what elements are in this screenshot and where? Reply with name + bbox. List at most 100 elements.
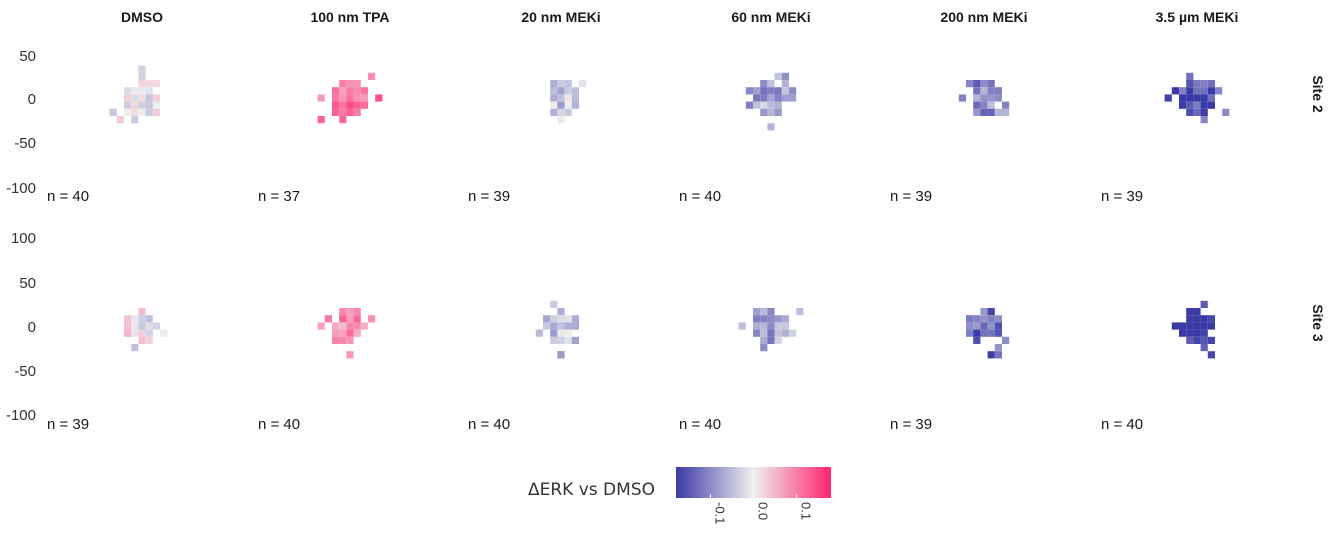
- heatmap-panel: [958, 80, 1010, 116]
- heatmap-cell: [550, 336, 558, 344]
- heatmap-cell: [332, 329, 340, 337]
- heatmap-cell: [353, 101, 361, 109]
- heatmap-cell: [760, 308, 768, 316]
- heatmap-cell: [774, 329, 782, 337]
- heatmap-cell: [138, 315, 146, 323]
- heatmap-cell: [152, 101, 160, 109]
- y-tick-label: 100: [11, 230, 36, 247]
- heatmap-cell: [124, 87, 132, 95]
- heatmap-cell: [557, 336, 565, 344]
- heatmap-cell: [1171, 322, 1179, 330]
- heatmap-cell: [1200, 315, 1208, 323]
- heatmap-cell: [360, 87, 368, 95]
- heatmap-cell: [332, 108, 340, 116]
- color-legend: ΔERK vs DMSO -0.1 0.0 0.1: [528, 467, 831, 524]
- heatmap-cell: [564, 329, 572, 337]
- n-count-label: n = 39: [468, 188, 510, 205]
- heatmap-cell: [557, 315, 565, 323]
- heatmap-cell: [550, 108, 558, 116]
- heatmap-cell: [339, 94, 347, 102]
- heatmap-cell: [1200, 108, 1208, 116]
- heatmap-cell: [789, 94, 797, 102]
- heatmap-cell: [317, 322, 325, 330]
- heatmap-cell: [1207, 80, 1215, 88]
- heatmap-cell: [987, 322, 995, 330]
- heatmap-cell: [987, 308, 995, 316]
- heatmap-cell: [353, 87, 361, 95]
- heatmap-cell: [767, 308, 775, 316]
- heatmap-cell: [767, 108, 775, 116]
- heatmap-cell: [116, 116, 124, 124]
- heatmap-cell: [980, 108, 988, 116]
- heatmap-cell: [781, 329, 789, 337]
- heatmap-cell: [760, 322, 768, 330]
- heatmap-cell: [1186, 72, 1194, 80]
- heatmap-cell: [131, 87, 139, 95]
- heatmap-cell: [789, 329, 797, 337]
- heatmap-cell: [1186, 308, 1194, 316]
- heatmap-cell: [339, 308, 347, 316]
- heatmap-cell: [557, 80, 565, 88]
- row-strips: Site 2 Site 3: [1310, 75, 1326, 342]
- heatmap-cell: [1179, 329, 1187, 337]
- heatmap-cell: [1179, 101, 1187, 109]
- heatmap-cell: [579, 80, 587, 88]
- heatmap-cell: [1207, 322, 1215, 330]
- heatmap-cell: [131, 344, 139, 352]
- heatmap-cell: [781, 322, 789, 330]
- y-tick-label: 0: [28, 319, 36, 336]
- heatmap-cell: [332, 336, 340, 344]
- heatmap-cell: [124, 108, 132, 116]
- heatmap-cell: [131, 315, 139, 323]
- n-count-label: n = 39: [47, 416, 89, 433]
- heatmap-cell: [760, 80, 768, 88]
- heatmap-cell: [550, 300, 558, 308]
- heatmap-cell: [346, 94, 354, 102]
- heatmap-cell: [767, 94, 775, 102]
- heatmap-cell: [767, 322, 775, 330]
- heatmap-cell: [1207, 101, 1215, 109]
- heatmap-cell: [332, 94, 340, 102]
- heatmap-cell: [987, 87, 995, 95]
- heatmap-cell: [124, 94, 132, 102]
- heatmap-cell: [145, 329, 153, 337]
- heatmap-cell: [339, 315, 347, 323]
- heatmap-cell: [360, 101, 368, 109]
- heatmap-cell: [324, 315, 332, 323]
- heatmap-cell: [564, 94, 572, 102]
- heatmap-cell: [152, 108, 160, 116]
- n-count-label: n = 40: [258, 416, 300, 433]
- heatmap-cell: [738, 322, 746, 330]
- heatmap-cell: [1193, 322, 1201, 330]
- heatmap-cell: [557, 108, 565, 116]
- n-count-label: n = 39: [890, 416, 932, 433]
- heatmap-cell: [557, 94, 565, 102]
- column-title-meki-200: 200 nm MEKi: [940, 9, 1027, 25]
- heatmap-panel: [1164, 72, 1230, 124]
- heatmap-cell: [781, 94, 789, 102]
- heatmap-cell: [987, 315, 995, 323]
- heatmap-cell: [1207, 351, 1215, 359]
- heatmap-cell: [557, 329, 565, 337]
- heatmap-cell: [767, 87, 775, 95]
- heatmap-cell: [550, 94, 558, 102]
- heatmap-cell: [346, 336, 354, 344]
- y-tick-label: 50: [19, 48, 36, 65]
- n-count-label: n = 40: [679, 416, 721, 433]
- heatmap-panel: [535, 300, 579, 359]
- heatmap-cell: [346, 322, 354, 330]
- heatmap-cell: [973, 336, 981, 344]
- legend-ticks: -0.1 0.0 0.1: [709, 494, 814, 524]
- heatmap-cell: [1179, 322, 1187, 330]
- heatmap-cell: [550, 101, 558, 109]
- heatmap-cell: [781, 315, 789, 323]
- heatmap-cell: [564, 315, 572, 323]
- heatmap-cell: [1207, 336, 1215, 344]
- heatmap-cell: [1186, 329, 1194, 337]
- heatmap-cell: [317, 116, 325, 124]
- heatmap-cells: [109, 65, 1230, 359]
- heatmap-cell: [966, 315, 974, 323]
- heatmap-cell: [1186, 87, 1194, 95]
- heatmap-cell: [145, 315, 153, 323]
- y-tick-label: 50: [19, 275, 36, 292]
